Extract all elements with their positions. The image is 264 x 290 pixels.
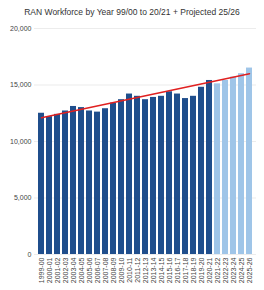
- svg-text:2002-03: 2002-03: [62, 257, 69, 283]
- svg-text:2000-01: 2000-01: [46, 257, 53, 283]
- svg-text:20,000: 20,000: [10, 25, 32, 32]
- svg-text:2020-21: 2020-21: [206, 257, 213, 283]
- html-text:RAN Workforce by Year 99/00 to: RAN Workforce by Year 99/00 to 20/21 + P…: [24, 7, 240, 17]
- svg-text:0: 0: [28, 251, 32, 258]
- svg-text:2007-08: 2007-08: [102, 257, 109, 283]
- svg-text:1999-00: 1999-00: [38, 257, 45, 283]
- svg-text:2023-24: 2023-24: [230, 257, 237, 283]
- svg-text:2017-18: 2017-18: [182, 257, 189, 283]
- svg-text:2024-25: 2024-25: [238, 257, 245, 283]
- svg-text:2013-14: 2013-14: [150, 257, 157, 283]
- svg-text:5,000: 5,000: [14, 194, 32, 201]
- svg-text:2001-02: 2001-02: [54, 257, 61, 283]
- svg-text:2003-04: 2003-04: [70, 257, 77, 283]
- svg-text:15,000: 15,000: [10, 81, 32, 88]
- svg-text:2016-17: 2016-17: [174, 257, 181, 283]
- svg-text:2021-22: 2021-22: [214, 257, 221, 283]
- svg-text:2019-20: 2019-20: [198, 257, 205, 283]
- svg-text:2011-12: 2011-12: [134, 257, 141, 282]
- svg-text:10,000: 10,000: [10, 138, 32, 145]
- svg-text:2025-26: 2025-26: [246, 257, 253, 283]
- svg-text:2015-16: 2015-16: [166, 257, 173, 283]
- svg-text:2018-19: 2018-19: [190, 257, 197, 283]
- svg-text:2010-11: 2010-11: [126, 257, 133, 282]
- svg-text:2009-10: 2009-10: [118, 257, 125, 283]
- svg-text:2004-05: 2004-05: [78, 257, 85, 283]
- svg-text:2005-06: 2005-06: [86, 257, 93, 283]
- svg-text:2008-09: 2008-09: [110, 257, 117, 283]
- svg-text:2006-07: 2006-07: [94, 257, 101, 283]
- svg-text:2012-13: 2012-13: [142, 257, 149, 283]
- svg-text:2014-15: 2014-15: [158, 257, 165, 283]
- svg-text:2022-23: 2022-23: [222, 257, 229, 283]
